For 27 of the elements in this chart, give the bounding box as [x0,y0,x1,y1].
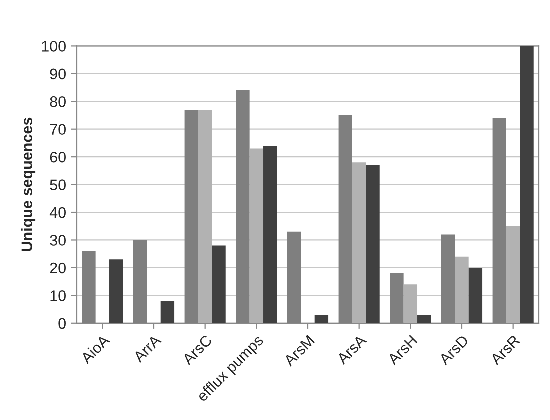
bar [520,46,534,324]
y-tick-label: 70 [50,124,66,136]
y-tick-label: 10 [50,290,66,302]
y-tick-label: 90 [50,68,66,80]
bar [160,301,175,324]
y-tick-label: 50 [50,180,66,190]
bar [418,315,432,324]
bar [110,260,124,324]
y-tick-label: 30 [50,235,66,246]
bar [198,110,212,324]
bar [314,315,329,324]
y-tick-label: 60 [50,152,66,163]
y-tick-label: 80 [50,96,66,108]
y-tick-label: 100 [42,41,66,52]
bar [404,284,418,324]
bar [352,162,366,324]
y-tick-label: 40 [50,207,66,218]
bar [212,246,226,324]
bar [366,165,380,324]
y-axis-title: Unique sequences [21,118,36,252]
bar [455,256,469,324]
bar [506,226,520,324]
bar [250,148,264,324]
bar [264,146,278,324]
y-tick-label: 0 [58,318,66,330]
bar [468,268,483,324]
y-tick-label: 20 [50,262,66,274]
